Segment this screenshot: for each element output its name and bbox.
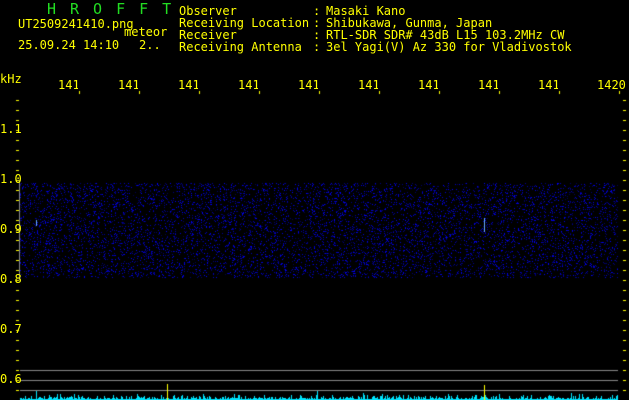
- y-tick-label: 0.6: [0, 372, 22, 386]
- x-tick-label: 1417: [418, 78, 438, 92]
- receiver-value: RTL-SDR SDR# 43dB L15 103.2MHz CW: [326, 28, 565, 42]
- x-tick-label: 1418: [478, 78, 498, 92]
- x-tick-label: 1414: [238, 78, 258, 92]
- y-tick-label: 0.8: [0, 272, 22, 286]
- colon: :: [313, 40, 321, 54]
- observer-value: Masaki Kano: [326, 4, 406, 18]
- file-name: UT2509241410.png: [18, 17, 134, 31]
- antenna-label: Receiving Antenna: [179, 40, 302, 54]
- y-tick-label: 1.0: [0, 172, 22, 186]
- receiver-label: Receiver: [179, 28, 237, 42]
- colon: :: [313, 28, 321, 42]
- x-tick-label: 1412: [118, 78, 138, 92]
- y-tick-label: 0.9: [0, 222, 22, 236]
- app-title: HROFFT: [47, 0, 186, 18]
- axis-unit: kHz: [0, 72, 22, 86]
- colon: :: [313, 4, 321, 18]
- x-tick-label: 1420: [597, 78, 626, 92]
- count: 2..: [139, 38, 161, 52]
- x-tick-label: 1415: [298, 78, 318, 92]
- observer-label: Observer: [179, 4, 237, 18]
- y-tick-label: 0.7: [0, 322, 22, 336]
- y-tick-label: 1.1: [0, 122, 22, 136]
- date-time: 25.09.24 14:10: [18, 38, 120, 52]
- x-tick-label: 1413: [178, 78, 198, 92]
- detection-type: meteor: [124, 25, 168, 39]
- x-tick-label: 1416: [358, 78, 378, 92]
- antenna-value: 3el Yagi(V) Az 330 for Vladivostok: [326, 40, 572, 54]
- location-value: Shibukawa, Gunma, Japan: [326, 16, 493, 30]
- location-label: Receiving Location: [179, 16, 310, 30]
- x-tick-label: 1419: [538, 78, 558, 92]
- colon: :: [313, 16, 321, 30]
